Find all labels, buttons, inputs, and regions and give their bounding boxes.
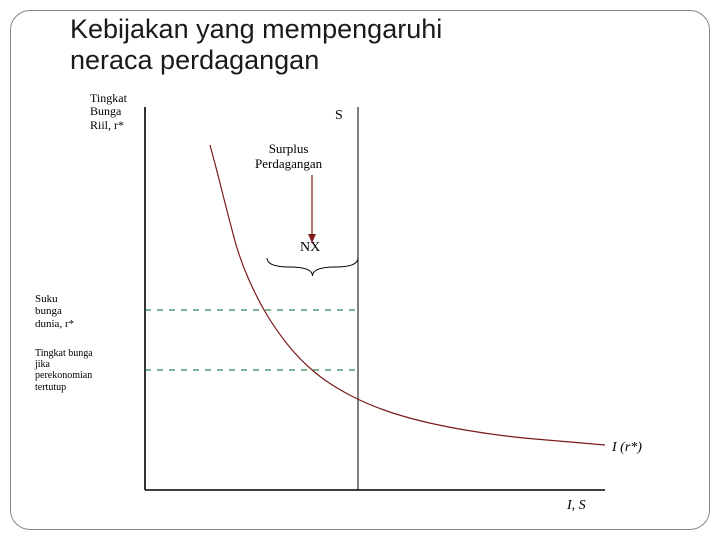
slide: Kebijakan yang mempengaruhi neraca perda…: [0, 0, 720, 540]
nx-brace: [267, 258, 358, 276]
nx-label: NX: [300, 240, 320, 256]
closed-rate-label: Tingkat bunga jika perekonomian tertutup: [35, 348, 93, 393]
x-axis-label: I, S: [567, 498, 586, 514]
surplus-label: Surplus Perdagangan: [255, 142, 322, 172]
s-label: S: [335, 108, 343, 124]
i-curve-label: I (r*): [612, 440, 642, 456]
diagram: [0, 0, 720, 540]
y-axis-label: Tingkat Bunga Riil, r*: [90, 92, 127, 132]
world-rate-label: Suku bunga dunia, r*: [35, 293, 74, 330]
investment-curve: [210, 145, 605, 445]
